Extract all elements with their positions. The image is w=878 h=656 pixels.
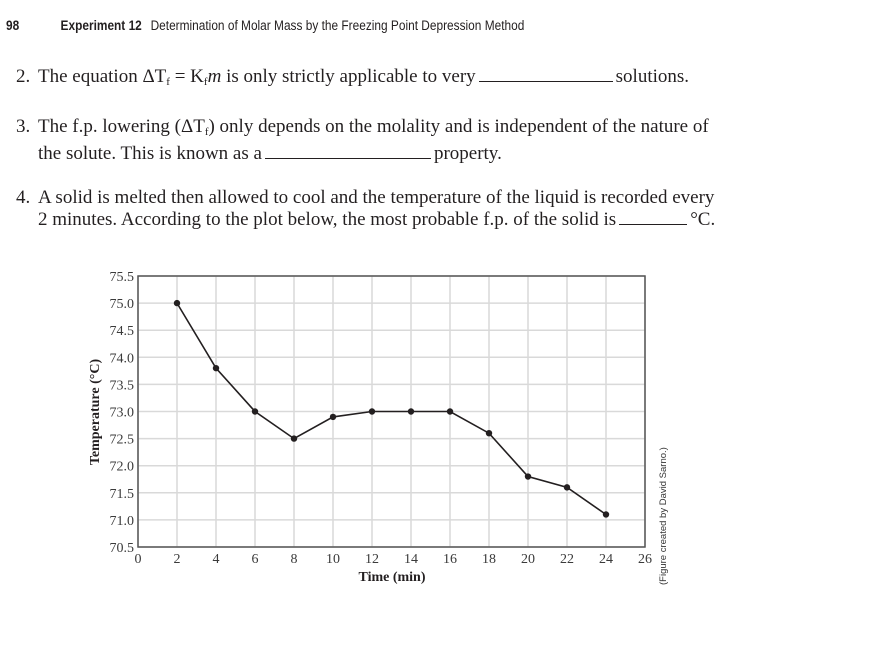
question-text: is only strictly applicable to very <box>221 66 476 87</box>
y-tick-label: 75.0 <box>110 297 135 312</box>
x-tick-label: 18 <box>482 552 496 567</box>
plot-frame <box>137 275 646 548</box>
molality-symbol: m <box>207 66 222 87</box>
question-text: ) only depends on the molality and is in… <box>208 116 709 137</box>
question-2: 2. The equation ΔTf = Kfm is only strictl… <box>16 66 689 93</box>
temperature-line <box>176 302 607 516</box>
x-tick-label: 10 <box>326 552 340 567</box>
question-text: 2 minutes. According to the plot below, … <box>38 209 617 230</box>
y-axis-label: Temperature (°C) <box>88 359 103 466</box>
y-tick-label: 71.5 <box>110 487 135 502</box>
data-point <box>407 408 415 415</box>
x-tick-label: 8 <box>291 552 298 567</box>
question-text: A solid is melted then allowed to cool a… <box>38 187 715 208</box>
question-text: solutions. <box>615 66 690 87</box>
data-point <box>329 413 337 421</box>
experiment-title: Determination of Molar Mass by the Freez… <box>150 18 525 33</box>
data-point <box>368 408 376 415</box>
y-tick-label: 74.5 <box>110 324 135 339</box>
y-tick-label: 72.5 <box>110 433 135 448</box>
question-text: = K <box>169 66 204 87</box>
x-tick-label: 4 <box>213 552 220 567</box>
data-point <box>524 473 532 480</box>
x-axis-ticks: 0 2 4 6 8 10 12 14 16 18 20 22 24 26 <box>135 552 653 567</box>
data-point <box>563 484 571 491</box>
y-tick-label: 74.0 <box>110 351 135 366</box>
x-tick-label: 2 <box>174 552 181 567</box>
x-tick-label: 6 <box>252 552 259 567</box>
page-number: 98 <box>6 18 20 33</box>
question-number: 2. <box>16 66 31 87</box>
question-text: property. <box>433 143 502 164</box>
x-tick-label: 24 <box>599 552 613 567</box>
y-tick-label: 70.5 <box>110 541 135 556</box>
x-tick-label: 26 <box>638 552 652 567</box>
subscript: f <box>166 76 170 88</box>
data-point <box>290 435 298 442</box>
question-text: °C. <box>690 209 716 230</box>
x-tick-label: 16 <box>443 552 457 567</box>
question-4: 4. A solid is melted then allowed to cool… <box>16 187 715 231</box>
y-tick-label: 75.5 <box>110 270 135 285</box>
data-point <box>485 429 493 437</box>
data-markers <box>173 299 610 518</box>
subscript: f <box>203 76 208 88</box>
data-point <box>251 408 259 415</box>
answer-blank-q3[interactable] <box>264 157 431 159</box>
answer-blank-q4[interactable] <box>619 223 688 225</box>
x-tick-label: 14 <box>404 552 418 567</box>
y-tick-label: 71.0 <box>110 514 135 529</box>
y-tick-label: 73.0 <box>110 406 135 421</box>
question-text: The equation ΔT <box>38 66 167 87</box>
answer-blank-q2[interactable] <box>478 80 613 82</box>
figure-credit: (Figure created by David Sarno.) <box>658 447 669 585</box>
subscript: f <box>204 126 209 138</box>
question-number: 3. <box>16 116 31 137</box>
data-point <box>602 511 610 518</box>
question-text: The f.p. lowering (ΔT <box>38 116 205 137</box>
data-point <box>173 299 181 307</box>
experiment-label: Experiment 12 <box>60 18 142 33</box>
x-tick-label: 0 <box>135 552 142 567</box>
y-tick-label: 73.5 <box>110 378 135 393</box>
data-point <box>212 364 220 372</box>
question-number: 4. <box>16 187 31 208</box>
x-tick-label: 20 <box>521 552 535 567</box>
x-axis-label: Time (min) <box>358 570 425 585</box>
y-tick-label: 72.0 <box>110 460 135 475</box>
question-text: the solute. This is known as a <box>38 143 262 164</box>
x-tick-label: 12 <box>365 552 379 567</box>
data-point <box>446 408 454 415</box>
x-tick-label: 22 <box>560 552 574 567</box>
page-header: 98 Experiment 12 Determination of Molar Ma… <box>6 18 524 33</box>
question-3: 3. The f.p. lowering (ΔTf) only depends o… <box>16 116 709 165</box>
y-axis-ticks: 70.5 71.0 71.5 72.0 72.5 73.0 73.5 74.0 74.5 75.0… <box>110 270 135 556</box>
